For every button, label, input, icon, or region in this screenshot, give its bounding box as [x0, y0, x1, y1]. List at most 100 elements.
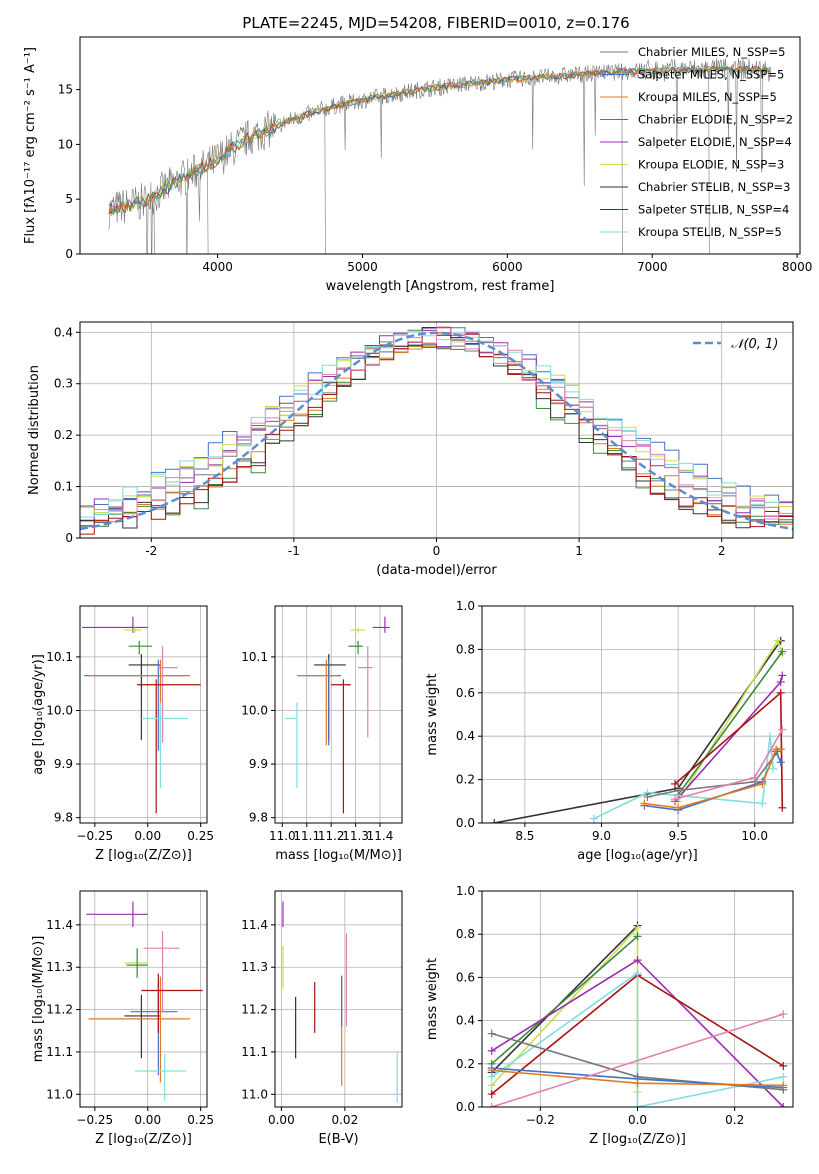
- legend-label: Kroupa STELIB, N_SSP=5: [638, 225, 782, 239]
- model-spectrum-line: [108, 65, 772, 213]
- y-tick-label: 9.8: [249, 811, 268, 825]
- mass-weight-point: [487, 1029, 496, 1038]
- x-tick-label: 5000: [347, 260, 378, 274]
- mass-weight-point: [758, 799, 767, 808]
- weight-vs-metallicity-panel: −0.2 0.0 0.2 0.0 0.2 0.4 0.6 0.8 1.0 Z [log₁₀(Z/Z…: [425, 884, 794, 1147]
- y-axis-label: age [log₁₀(age/yr)]: [31, 654, 46, 775]
- axes-frame: [79, 36, 801, 255]
- y-tick-label: 9.8: [54, 811, 73, 825]
- y-tick-label: 11.2: [46, 1003, 73, 1017]
- mass-weight-series: [677, 651, 783, 796]
- mass-weight-point: [487, 1081, 496, 1090]
- x-axis-label: Z [log₁₀(Z/Z⊙)]: [95, 1132, 192, 1147]
- x-tick-label: 2: [718, 544, 726, 558]
- x-axis-label: age [log₁₀(age/yr)]: [577, 848, 698, 863]
- x-tick-label: 0.25: [187, 1113, 214, 1127]
- y-tick-label: 0.2: [456, 773, 475, 787]
- mass-weight-point: [776, 677, 785, 686]
- mass-weight-point: [779, 1072, 788, 1081]
- x-axis-label: (data-model)/error: [376, 563, 497, 578]
- y-tick-label: 10.1: [46, 650, 73, 664]
- y-axis-label: mass [log₁₀(M/M⊙)]: [31, 936, 46, 1063]
- mass-weight-point: [776, 758, 785, 767]
- mass-weight-point: [776, 745, 785, 754]
- x-tick-label: 7000: [637, 260, 668, 274]
- x-tick-label: -2: [145, 544, 157, 558]
- x-tick-label: −0.25: [76, 829, 113, 843]
- mass-weight-point: [779, 1010, 788, 1019]
- y-tick-label: 0: [65, 247, 73, 261]
- mass-weight-point: [766, 732, 775, 741]
- y-tick-label: 0.6: [456, 970, 475, 984]
- y-tick-label: 0.0: [456, 816, 475, 830]
- x-tick-label: 0.00: [134, 829, 161, 843]
- legend-label: 𝒩(0, 1): [731, 337, 778, 352]
- x-tick-label: 9.5: [669, 829, 688, 843]
- y-tick-label: 5: [65, 192, 73, 206]
- mass-weight-point: [674, 786, 683, 795]
- legend-label: Chabrier ELODIE, N_SSP=2: [638, 113, 793, 127]
- mass-weight-series: [491, 935, 639, 1065]
- y-tick-label: 11.3: [241, 960, 268, 974]
- residual-histogram-panel: -2 -1 0 1 2 0 0.1 0.2 0.3 0.4 (data-model)/error No…: [27, 321, 794, 578]
- mass-weight-point: [778, 725, 787, 734]
- y-tick-label: 0.2: [54, 428, 73, 442]
- y-tick-label: 0.4: [456, 729, 475, 743]
- x-tick-label: 0.00: [134, 1113, 161, 1127]
- mass-weight-point: [758, 779, 767, 788]
- x-tick-label: 0.02: [331, 1113, 358, 1127]
- x-tick-label: 0.0: [628, 1113, 647, 1127]
- x-axis-label: Z [log₁₀(Z/Z⊙)]: [95, 848, 192, 863]
- y-tick-label: 11.2: [241, 1003, 268, 1017]
- x-tick-label: 1: [575, 544, 583, 558]
- mass-weight-point: [589, 814, 598, 823]
- y-tick-label: 10: [58, 137, 73, 151]
- axes-frame: [274, 605, 403, 824]
- y-tick-label: 0.6: [456, 686, 475, 700]
- mass-weight-series: [491, 1013, 784, 1107]
- x-tick-label: 0: [433, 544, 441, 558]
- mass-vs-metallicity-panel: −0.25 0.00 0.25 11.0 11.1 11.2 11.3 11.4 Z [log₁…: [31, 890, 214, 1147]
- age-vs-metallicity-panel: −0.25 0.00 0.25 9.8 9.9 10.0 10.1 Z [log₁₀(Z/Z⊙…: [31, 605, 214, 863]
- y-tick-label: 0: [65, 531, 73, 545]
- y-tick-label: 0.3: [54, 377, 73, 391]
- mass-weight-point: [779, 1103, 788, 1107]
- y-axis-label: mass weight: [425, 958, 440, 1040]
- mass-weight-series: [647, 750, 779, 798]
- observed-spectrum-line: [108, 58, 772, 254]
- x-tick-label: 8000: [782, 260, 813, 274]
- y-tick-label: 0.4: [456, 1014, 475, 1028]
- mass-weight-point: [778, 803, 787, 812]
- legend-label: Salpeter ELODIE, N_SSP=4: [638, 135, 792, 149]
- legend-label: Chabrier MILES, N_SSP=5: [638, 45, 785, 59]
- y-tick-label: 0.2: [456, 1057, 475, 1071]
- y-tick-label: 11.4: [241, 918, 268, 932]
- axes-frame: [79, 321, 794, 539]
- y-axis-label: Normed distribution: [27, 365, 42, 495]
- gaussian-reference-line: [80, 331, 793, 531]
- x-tick-label: 11.1: [293, 829, 320, 843]
- mass-weight-point: [778, 671, 787, 680]
- x-tick-label: 8.5: [515, 829, 534, 843]
- legend-label: Chabrier STELIB, N_SSP=3: [638, 180, 790, 194]
- mass-weight-point: [779, 1061, 788, 1070]
- legend-label: Salpeter MILES, N_SSP=5: [638, 68, 784, 82]
- mass-weight-series: [491, 971, 784, 1107]
- y-tick-label: 0.1: [54, 480, 73, 494]
- legend-label: Kroupa ELODIE, N_SSP=3: [638, 158, 784, 172]
- mass-weight-point: [674, 803, 683, 812]
- mass-weight-point: [778, 647, 787, 656]
- legend-label: Salpeter STELIB, N_SSP=4: [638, 203, 789, 217]
- axes-frame: [481, 890, 794, 1108]
- axes-frame: [79, 890, 208, 1108]
- x-tick-label: 6000: [492, 260, 523, 274]
- mass-weight-point: [633, 1079, 642, 1088]
- x-tick-label: 0.00: [268, 1113, 295, 1127]
- mass-weight-point: [671, 795, 680, 804]
- y-tick-label: 10.0: [46, 703, 73, 717]
- mass-weight-point: [773, 636, 782, 645]
- model-spectrum-line: [108, 65, 772, 215]
- x-axis-label: mass [log₁₀(M/M⊙)]: [275, 848, 402, 863]
- x-tick-label: −0.25: [76, 1113, 113, 1127]
